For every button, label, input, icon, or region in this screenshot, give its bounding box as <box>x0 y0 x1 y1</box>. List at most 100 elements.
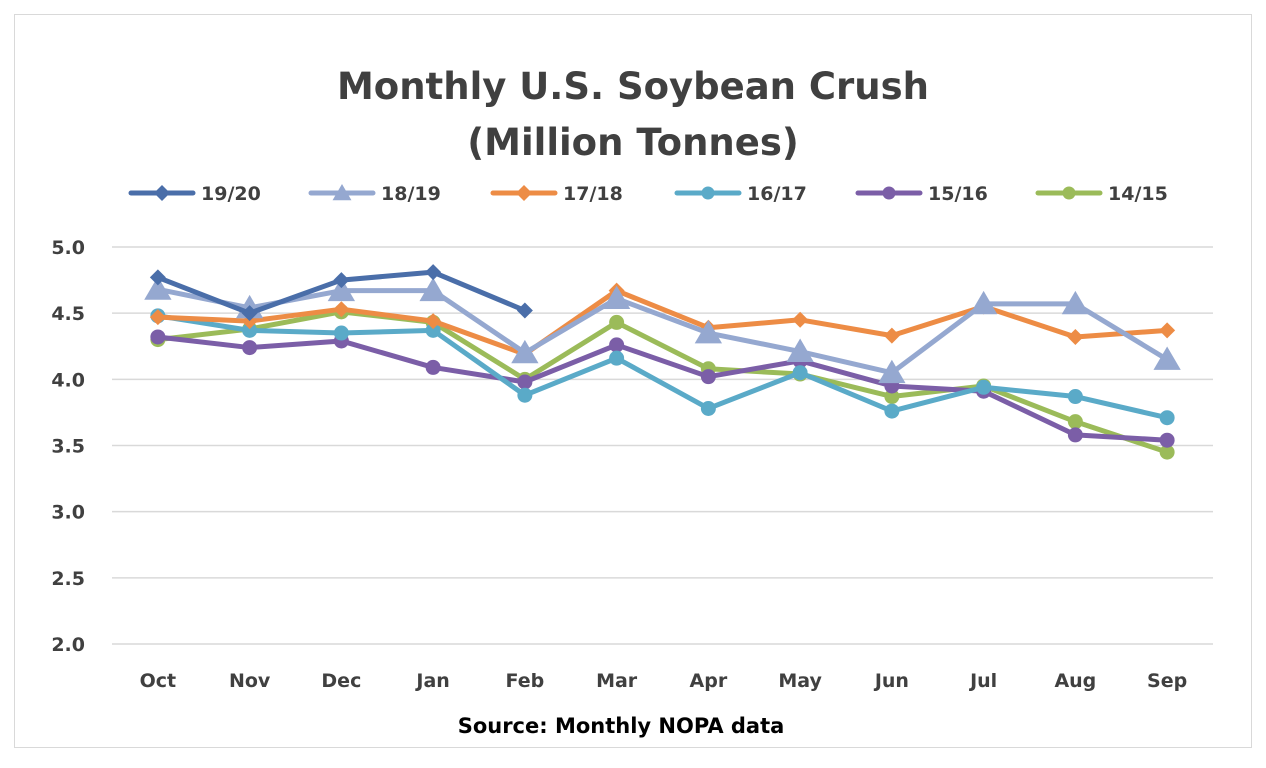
data-point <box>419 277 447 302</box>
x-tick-label: Nov <box>229 670 271 692</box>
chart-frame: Monthly U.S. Soybean Crush (Million Tonn… <box>14 14 1252 748</box>
data-point <box>425 322 441 338</box>
legend-item: 17/18 <box>490 183 623 205</box>
data-point <box>425 264 442 281</box>
data-point <box>154 185 170 201</box>
data-point <box>792 311 809 328</box>
y-tick-label: 4.0 <box>51 369 85 391</box>
data-point <box>1159 444 1175 460</box>
x-tick-label: Aug <box>1054 670 1096 692</box>
legend-label: 15/16 <box>928 183 988 205</box>
data-point <box>609 337 625 353</box>
data-point <box>882 186 896 200</box>
data-point <box>1067 427 1083 443</box>
data-point <box>150 329 166 345</box>
data-point <box>700 400 716 416</box>
x-tick-label: Apr <box>690 670 728 692</box>
y-tick-label: 2.0 <box>51 634 85 656</box>
legend-label: 16/17 <box>747 183 807 205</box>
data-point <box>1061 290 1090 315</box>
data-point <box>883 327 900 344</box>
data-point <box>511 339 539 364</box>
legend-item: 16/17 <box>674 183 807 205</box>
data-point <box>609 314 625 330</box>
x-axis-label: Source: Monthly NOPA data <box>458 714 785 738</box>
y-axis-ticks: 5.0 4.5 4.0 3.5 3.0 2.5 2.0 <box>51 237 85 656</box>
data-point <box>333 301 350 318</box>
chart-subtitle: (Million Tonnes) <box>467 121 799 164</box>
series-line <box>155 309 1170 455</box>
data-point <box>149 269 166 286</box>
data-point <box>149 309 166 326</box>
series-line <box>155 313 1170 421</box>
data-point <box>1159 410 1175 426</box>
data-point <box>1067 414 1083 430</box>
x-tick-label: Dec <box>321 670 361 692</box>
data-point <box>242 340 258 356</box>
data-point <box>884 389 900 405</box>
data-point <box>516 185 532 201</box>
data-point <box>241 305 258 322</box>
data-point <box>1159 432 1175 448</box>
chart-svg: Monthly U.S. Soybean Crush (Million Tonn… <box>51 65 1213 738</box>
data-point <box>517 387 533 403</box>
data-point <box>425 359 441 375</box>
data-point <box>694 320 723 344</box>
series-15-16 <box>150 329 1175 448</box>
legend-item: 18/19 <box>308 183 441 205</box>
data-point <box>786 338 814 362</box>
y-tick-label: 4.5 <box>51 303 85 325</box>
data-point <box>332 184 352 201</box>
legend-item: 14/15 <box>1035 183 1168 205</box>
series-line <box>155 288 1170 357</box>
y-tick-label: 3.5 <box>51 436 85 458</box>
x-tick-label: Oct <box>140 670 177 692</box>
x-tick-label: Feb <box>506 670 545 692</box>
data-point <box>333 325 349 341</box>
data-point <box>516 302 533 319</box>
series-line <box>155 286 1170 376</box>
data-point <box>609 350 625 366</box>
x-tick-label: Mar <box>596 670 638 692</box>
data-point <box>327 277 356 302</box>
data-point <box>1067 328 1084 345</box>
x-tick-label: Jun <box>873 670 909 692</box>
legend: 19/20 18/19 17/18 16/17 15/16 14/15 <box>128 183 1168 205</box>
data-point <box>1153 346 1181 370</box>
legend-label: 19/20 <box>201 183 261 205</box>
data-point <box>1159 322 1176 339</box>
data-point <box>792 365 808 381</box>
y-tick-label: 5.0 <box>51 237 85 259</box>
chart-title: Monthly U.S. Soybean Crush <box>337 65 929 108</box>
data-point <box>425 313 442 330</box>
y-tick-label: 3.0 <box>51 502 85 524</box>
x-tick-label: Jan <box>414 670 449 692</box>
data-point <box>884 403 900 419</box>
data-point <box>969 290 998 315</box>
series-19-20 <box>149 264 533 322</box>
y-tick-label: 2.5 <box>51 568 85 590</box>
data-point <box>602 285 631 310</box>
x-axis-ticks: Oct Nov Dec Jan Feb Mar Apr May Jun Jul Aug Sep <box>140 670 1188 692</box>
series-line <box>155 334 1170 443</box>
data-point <box>878 359 906 384</box>
legend-label: 14/15 <box>1108 183 1168 205</box>
data-point <box>700 369 716 385</box>
data-point <box>517 374 533 390</box>
x-tick-label: Sep <box>1147 670 1187 692</box>
series-16-17 <box>150 308 1175 426</box>
data-point <box>242 322 258 338</box>
legend-item: 19/20 <box>128 183 261 205</box>
legend-item: 15/16 <box>855 183 988 205</box>
data-point <box>1062 186 1076 200</box>
data-point <box>1067 389 1083 405</box>
series-layer <box>144 264 1181 460</box>
x-tick-label: Jul <box>968 670 997 692</box>
data-point <box>144 276 172 300</box>
data-point <box>333 272 350 289</box>
legend-label: 18/19 <box>381 183 441 205</box>
data-point <box>701 186 715 200</box>
x-tick-label: May <box>778 670 822 692</box>
data-point <box>976 379 992 395</box>
legend-label: 17/18 <box>563 183 623 205</box>
